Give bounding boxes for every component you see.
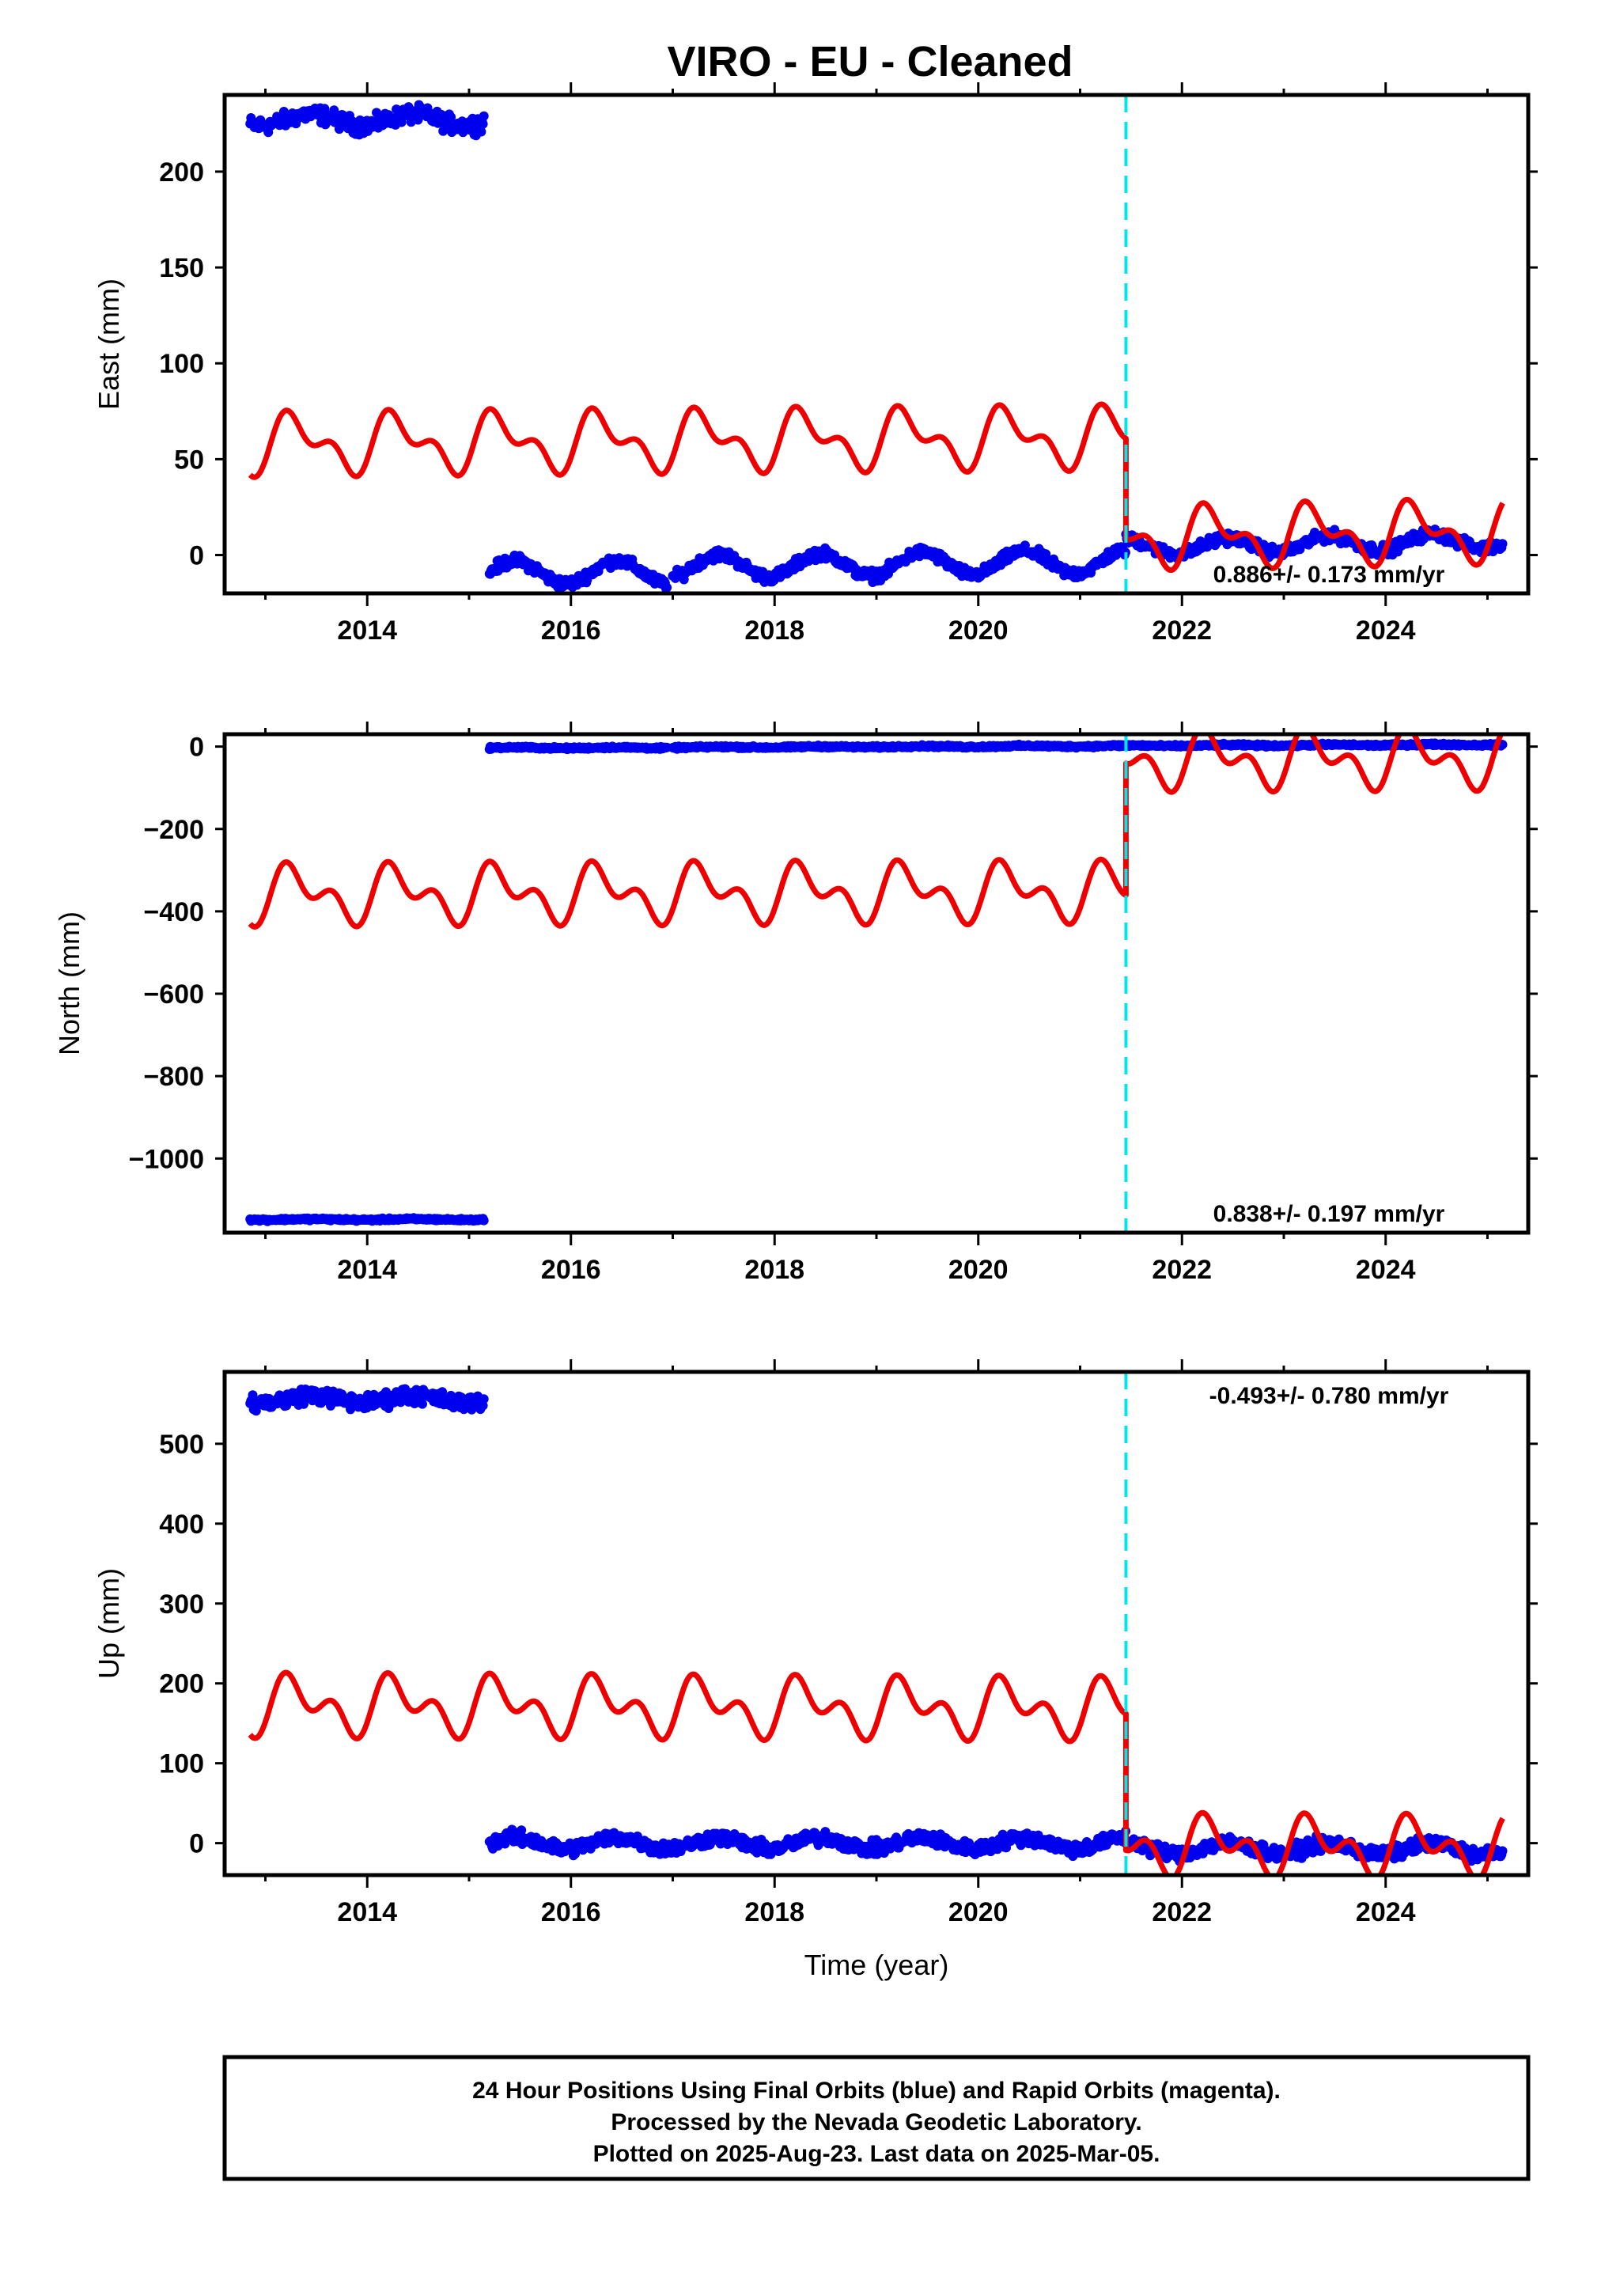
- north-series-layer: 0 −200 −400 −600 −800 −1000 2014 2016 2018 2020 20…: [129, 722, 1538, 1285]
- east-x-tick-label: 2020: [948, 616, 1009, 646]
- east-y-tick-label: 200: [159, 157, 204, 188]
- east-x-tick-label: 2016: [541, 616, 601, 646]
- east-data-point: [476, 127, 486, 137]
- up-y-tick-label: 400: [159, 1510, 204, 1540]
- north-data-segment-3: [1121, 738, 1508, 752]
- up-rate-label: -0.493+/- 0.780 mm/yr: [1209, 1383, 1449, 1409]
- footer-line-1: 24 Hour Positions Using Final Orbits (bl…: [472, 2078, 1281, 2104]
- north-y-tick-label: −200: [143, 815, 204, 845]
- up-data-segment-2: [1121, 1831, 1508, 1866]
- east-data-segment-0: [245, 100, 489, 141]
- north-y-tick-label: −800: [143, 1062, 204, 1092]
- chart-title: VIRO - EU - Cleaned: [667, 38, 1073, 85]
- east-rate-label: 0.886+/- 0.173 mm/yr: [1213, 562, 1445, 588]
- up-series-layer: 0 100 200 300 400 500 2014 2016 2018 2020 2022 2024: [159, 1359, 1538, 1927]
- east-x-tick-label: 2022: [1152, 616, 1212, 646]
- up-frame: [222, 1370, 1531, 1877]
- north-x-tick-label: 2016: [541, 1255, 601, 1285]
- up-x-tick-label: 2018: [744, 1897, 804, 1927]
- footer-line-2: Processed by the Nevada Geodetic Laborat…: [611, 2109, 1141, 2135]
- north-x-tick-label: 2018: [744, 1255, 804, 1285]
- up-x-tick-label: 2024: [1356, 1897, 1416, 1927]
- footer-box: [222, 2055, 1531, 2181]
- up-data-point: [517, 1825, 527, 1836]
- up-data-point: [1497, 1846, 1508, 1856]
- up-data-point: [479, 1394, 489, 1404]
- up-plot-area: [245, 1372, 1508, 1875]
- east-y-tick-label: 0: [189, 541, 204, 571]
- up-y-tick-label: 0: [189, 1829, 204, 1859]
- east-data-segment-1: [484, 550, 672, 593]
- north-plot-area: [245, 734, 1508, 1233]
- up-x-tick-label: 2022: [1152, 1897, 1212, 1927]
- up-y-tick-label: 300: [159, 1589, 204, 1620]
- up-data-point: [437, 1387, 448, 1397]
- east-y-tick-label: 50: [174, 445, 204, 475]
- north-x-tick-label: 2020: [948, 1255, 1009, 1285]
- east-data-point: [1497, 539, 1508, 549]
- north-rate-label: 0.838+/- 0.197 mm/yr: [1213, 1201, 1445, 1227]
- north-x-tick-label: 2024: [1356, 1255, 1416, 1285]
- north-x-tick-label: 2014: [337, 1255, 397, 1285]
- up-x-tick-label: 2016: [541, 1897, 601, 1927]
- east-data-point: [479, 111, 489, 121]
- up-data-segment-1: [484, 1824, 1131, 1862]
- north-frame: [222, 732, 1531, 1235]
- east-y-tick-label: 100: [159, 349, 204, 379]
- north-y-axis-label: North (mm): [53, 911, 85, 1055]
- north-data-point: [479, 1215, 489, 1226]
- north-y-tick-label: −400: [143, 897, 204, 927]
- up-data-segment-0: [245, 1384, 489, 1416]
- east-plot-area: [245, 95, 1508, 593]
- north-x-tick-label: 2022: [1152, 1255, 1212, 1285]
- up-x-tick-label: 2014: [337, 1897, 397, 1927]
- footer-line-3: Plotted on 2025-Aug-23. Last data on 202…: [593, 2141, 1160, 2167]
- east-data-segment-2: [668, 540, 1130, 587]
- east-y-tick-label: 150: [159, 253, 204, 283]
- north-panel: 0 −200 −400 −600 −800 −1000 2014 2016 2018 2020 20…: [53, 722, 1538, 1285]
- up-y-tick-label: 100: [159, 1749, 204, 1779]
- east-data-point: [446, 112, 456, 122]
- up-x-tick-label: 2020: [948, 1897, 1009, 1927]
- east-data-point: [662, 582, 672, 593]
- up-data-point: [418, 1399, 427, 1409]
- east-model-fit-line: [248, 401, 1505, 574]
- x-axis-label: Time (year): [804, 1949, 949, 1981]
- north-model-fit-line: [248, 734, 1504, 930]
- up-y-tick-label: 200: [159, 1669, 204, 1699]
- east-y-axis-label: East (mm): [93, 278, 125, 410]
- north-y-tick-label: −1000: [129, 1144, 205, 1174]
- north-y-tick-label: −600: [143, 979, 204, 1010]
- east-frame: [222, 93, 1531, 596]
- east-data-point: [478, 119, 488, 129]
- north-data-segment-0: [245, 1213, 489, 1226]
- up-y-axis-label: Up (mm): [93, 1568, 125, 1679]
- up-panel: 0 100 200 300 400 500 2014 2016 2018 2020 2022 2024…: [93, 1359, 1538, 1927]
- up-y-tick-label: 500: [159, 1430, 204, 1460]
- north-data-segment-2: [668, 739, 1130, 754]
- north-data-segment-1: [484, 741, 672, 755]
- east-x-tick-label: 2018: [744, 616, 804, 646]
- east-x-tick-label: 2024: [1356, 616, 1416, 646]
- east-series-layer: 0 50 100 150 200 2014 2016 2018 2020 2022 2024: [159, 82, 1538, 646]
- east-panel: 0 50 100 150 200 2014 2016 2018 2020 2022 2024 Eas…: [93, 82, 1538, 646]
- up-model-fit-line: [248, 1669, 1505, 1875]
- north-y-tick-label: 0: [189, 733, 204, 763]
- east-x-tick-label: 2014: [337, 616, 397, 646]
